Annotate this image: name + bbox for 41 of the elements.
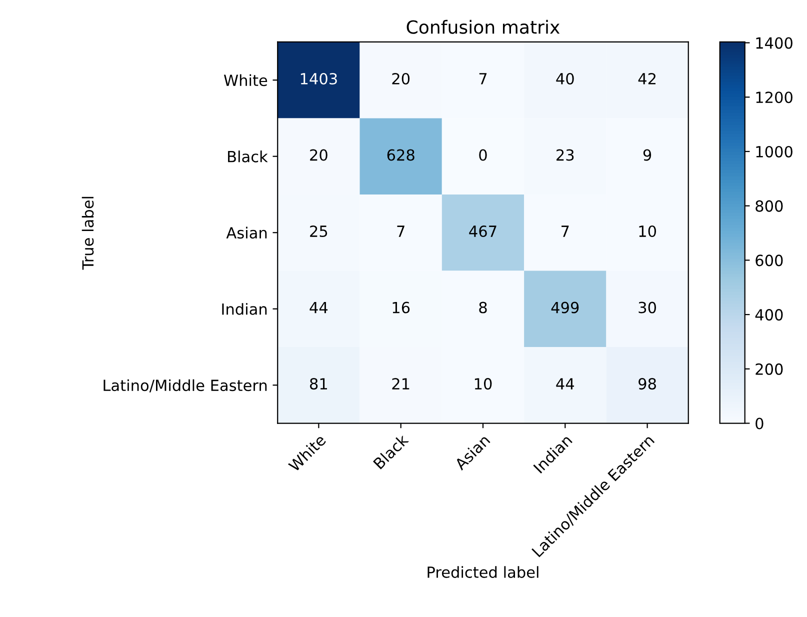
data-label: 21 <box>392 378 410 390</box>
data-label: 0 <box>479 149 487 161</box>
color-bar-label: 800 <box>756 200 783 212</box>
data-label: 7 <box>562 226 569 237</box>
data-label: 98 <box>638 378 656 390</box>
data-label: 7 <box>479 73 487 84</box>
y-tick-label: White <box>224 74 268 86</box>
x-axis-title: Predicted label <box>428 566 538 578</box>
data-label: 16 <box>392 302 410 314</box>
color-bar-label: 1400 <box>756 37 792 49</box>
data-label: 499 <box>551 302 579 314</box>
color-bar-label: 0 <box>756 418 764 430</box>
data-label: 1403 <box>300 72 337 85</box>
data-label: 40 <box>556 72 574 85</box>
chart-title: Confusion matrix <box>406 20 560 34</box>
data-label: 44 <box>310 302 328 314</box>
color-bar-label: 200 <box>756 363 783 375</box>
data-label: 628 <box>387 149 414 161</box>
data-label: 23 <box>556 149 574 161</box>
data-label: 8 <box>479 302 487 314</box>
color-bar-label: 1200 <box>756 92 792 104</box>
data-label: 9 <box>643 149 652 161</box>
data-label: 81 <box>310 378 327 390</box>
data-label: 20 <box>310 149 328 161</box>
data-label: 467 <box>469 225 496 238</box>
data-label: 20 <box>392 72 410 85</box>
color-bar-label: 600 <box>756 254 783 266</box>
y-axis-title: True label <box>82 196 94 270</box>
data-label: 44 <box>556 378 574 390</box>
data-label: 30 <box>638 302 656 314</box>
y-tick-label: Black <box>228 150 268 162</box>
y-tick-label: Indian <box>222 303 267 315</box>
data-label: 25 <box>310 225 328 238</box>
data-label: 10 <box>474 378 492 390</box>
color-bar-label: 400 <box>755 309 783 321</box>
y-tick-label: Asian <box>226 226 267 239</box>
data-label: 7 <box>397 226 404 237</box>
color-bar-label: 1000 <box>756 146 792 158</box>
data-label: 10 <box>639 225 656 238</box>
data-label: 42 <box>638 72 656 84</box>
y-tick-label: Latino/Middle Eastern <box>104 379 267 392</box>
